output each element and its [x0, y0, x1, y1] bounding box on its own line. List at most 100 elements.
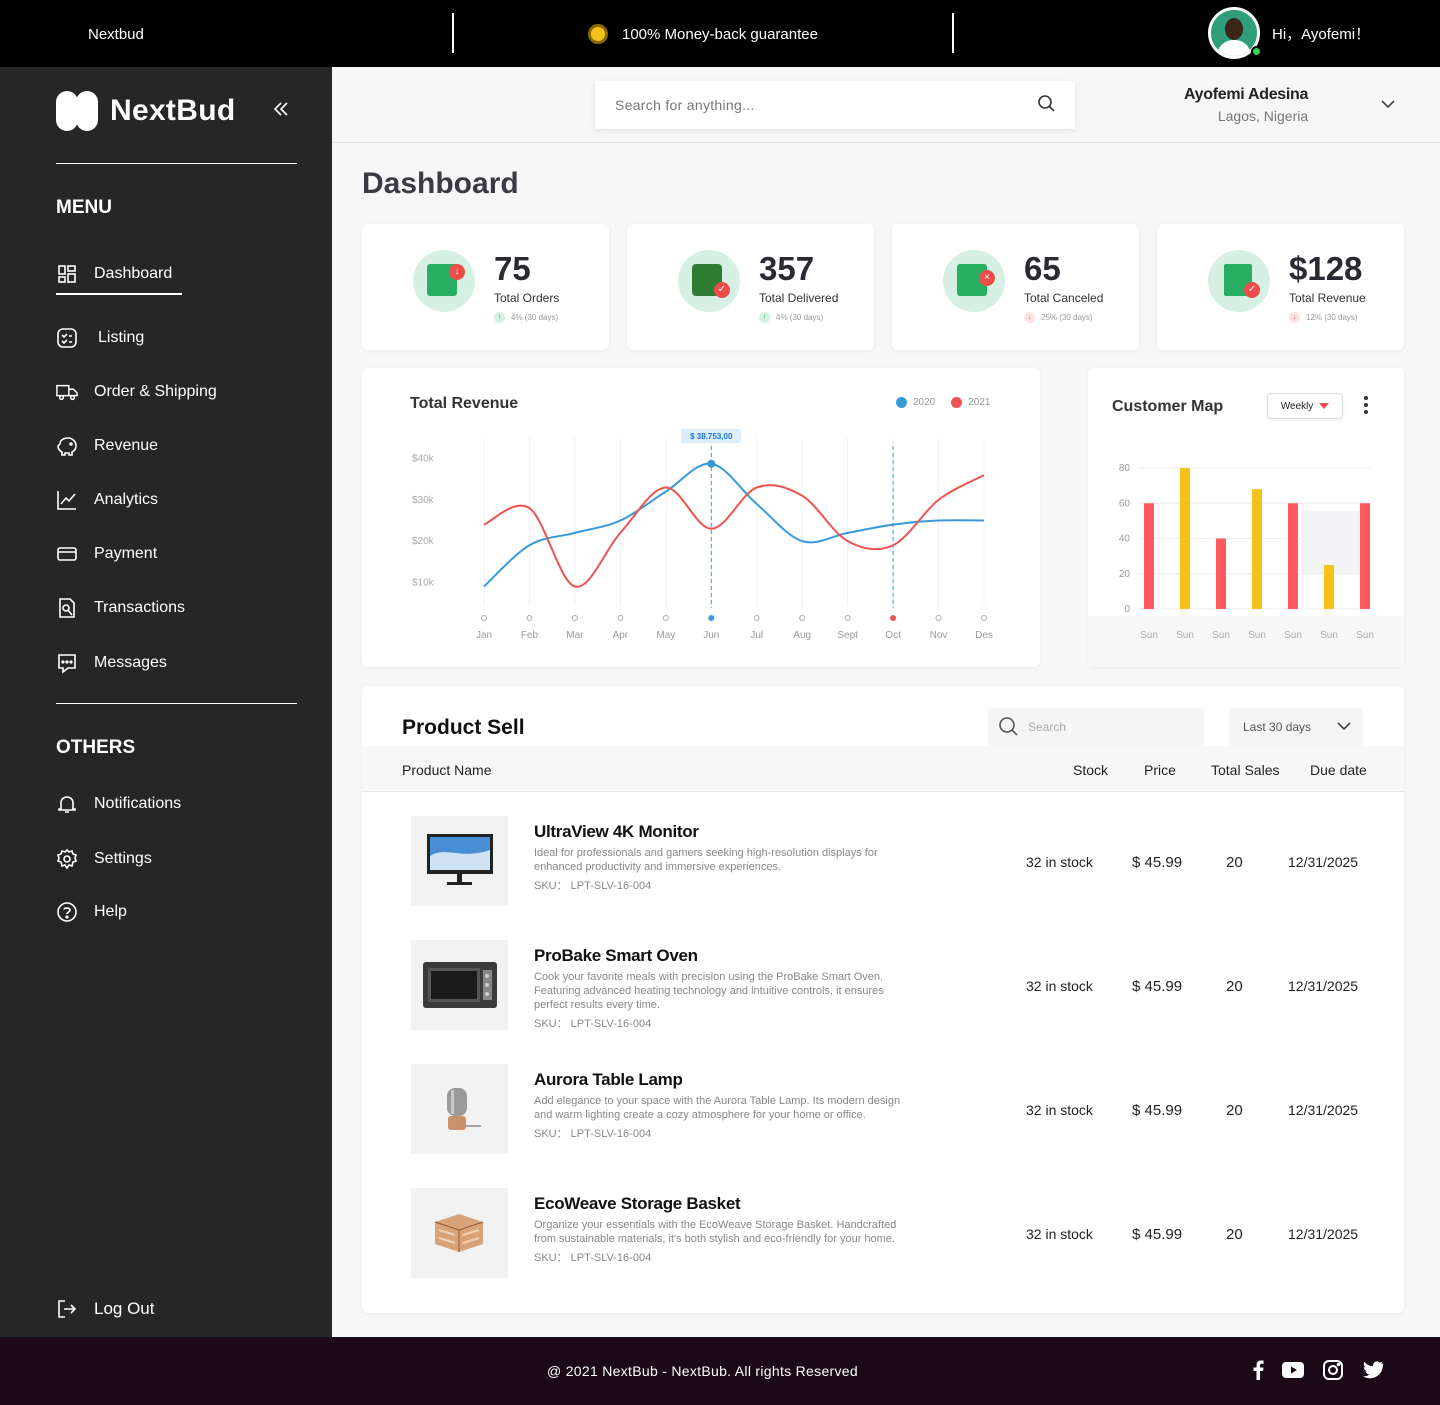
- product-sell-card: Product Sell Search Last 30 days Product…: [362, 686, 1404, 1313]
- stat-trend-text: 4% (30 days): [511, 313, 559, 322]
- sales-cell: 20: [1226, 1102, 1243, 1119]
- others-title: OTHERS: [56, 737, 136, 758]
- y-tick-label: 60: [1119, 498, 1131, 509]
- search-input[interactable]: Search for anything...: [615, 97, 755, 113]
- online-status-icon: [1251, 46, 1262, 57]
- profile-info[interactable]: Ayofemi Adesina Lagos, Nigeria: [1184, 86, 1308, 124]
- top-user[interactable]: Hi，Ayofemi！: [1208, 7, 1370, 59]
- page-title: Dashboard: [362, 167, 519, 200]
- sidebar-item-dashboard[interactable]: Dashboard: [56, 263, 183, 295]
- x-marker: [799, 615, 806, 621]
- x-tick-label: Aug: [793, 630, 811, 641]
- date-range-select[interactable]: Last 30 days: [1229, 708, 1363, 746]
- product-name[interactable]: EcoWeave Storage Basket: [534, 1194, 741, 1213]
- sidebar-item-analytics[interactable]: Analytics: [56, 489, 158, 511]
- guarantee-banner: 100% Money-back guarantee: [588, 24, 818, 44]
- chart-shade: [1301, 511, 1369, 573]
- x-tick-label: Oct: [885, 630, 901, 641]
- customer-bar-chart[interactable]: 0 20 40 60 80 Sun Sun Sun Sun Sun Sun Sun: [1088, 368, 1404, 667]
- chevron-down-icon[interactable]: [1380, 96, 1396, 114]
- logout-label: Log Out: [94, 1299, 155, 1318]
- stat-label: Total Delivered: [759, 291, 839, 305]
- sidebar-item-settings[interactable]: Settings: [56, 848, 152, 870]
- sidebar-item-help[interactable]: Help: [56, 901, 127, 923]
- x-marker: [935, 615, 942, 621]
- sidebar-item-label: Transactions: [94, 599, 185, 616]
- x-tick-label: Sun: [1176, 630, 1194, 641]
- product-description: Cook your favorite meals with precision …: [534, 971, 884, 1011]
- stat-trend-text: 25% (30 days): [1041, 313, 1093, 322]
- twitter-icon[interactable]: [1362, 1361, 1384, 1384]
- price-cell: $ 45.99: [1132, 978, 1183, 995]
- sidebar-item-order-shipping[interactable]: Order & Shipping: [56, 381, 217, 403]
- period-select[interactable]: Weekly: [1267, 393, 1343, 419]
- bar: [1360, 503, 1370, 609]
- search-icon[interactable]: [1037, 94, 1055, 117]
- sidebar-item-payment[interactable]: Payment: [56, 543, 157, 565]
- logo[interactable]: NextBud: [56, 91, 235, 131]
- column-header-price[interactable]: Price: [1144, 762, 1176, 778]
- product-sell-title: Product Sell: [402, 716, 525, 739]
- stat-card-total-delivered[interactable]: ✓ 357 Total Delivered ↑ 4% (30 days): [627, 224, 874, 350]
- trend-up-icon: ↑: [494, 312, 505, 323]
- date-range-value: Last 30 days: [1243, 720, 1312, 734]
- stat-card-total-orders[interactable]: ↓ 75 Total Orders ↑ 4% (30 days): [362, 224, 609, 350]
- y-tick-label: 80: [1119, 463, 1131, 474]
- sidebar-item-notifications[interactable]: Notifications: [56, 793, 181, 815]
- column-header-total-sales[interactable]: Total Sales: [1211, 762, 1280, 778]
- sidebar-item-transactions[interactable]: Transactions: [56, 597, 185, 619]
- table-row[interactable]: EcoWeave Storage Basket Organize your es…: [362, 1188, 1404, 1278]
- y-tick-label: $40k: [412, 454, 435, 465]
- table-row[interactable]: ProBake Smart Oven Cook your favorite me…: [362, 940, 1404, 1030]
- product-search[interactable]: Search: [988, 708, 1204, 746]
- column-header-product-name[interactable]: Product Name: [402, 762, 492, 778]
- header-divider: [332, 142, 1440, 143]
- stat-card-total-canceled[interactable]: × 65 Total Canceled ↓ 25% (30 days): [892, 224, 1139, 350]
- shopping-bag-icon: ✓: [1208, 250, 1270, 312]
- table-row[interactable]: UltraView 4K Monitor Ideal for professio…: [362, 816, 1404, 906]
- instagram-icon[interactable]: [1322, 1359, 1344, 1386]
- legend-label: 2020: [913, 397, 936, 408]
- price-cell: $ 45.99: [1132, 854, 1183, 871]
- collapse-sidebar-icon[interactable]: [272, 97, 290, 125]
- global-search[interactable]: Search for anything...: [595, 81, 1075, 129]
- column-header-stock[interactable]: Stock: [1073, 762, 1109, 778]
- more-options-icon[interactable]: [1364, 396, 1368, 414]
- facebook-icon[interactable]: [1252, 1360, 1264, 1385]
- product-name[interactable]: Aurora Table Lamp: [534, 1070, 683, 1089]
- table-row[interactable]: Aurora Table Lamp Add elegance to your s…: [362, 1064, 1404, 1154]
- product-name[interactable]: UltraView 4K Monitor: [534, 822, 699, 841]
- stat-label: Total Canceled: [1024, 291, 1104, 305]
- sidebar-item-listing[interactable]: Listing: [56, 327, 144, 349]
- stat-trend: ↓ 25% (30 days): [1024, 312, 1093, 323]
- product-name[interactable]: ProBake Smart Oven: [534, 946, 698, 965]
- bell-icon: [56, 793, 78, 815]
- x-marker: [526, 615, 533, 621]
- avatar[interactable]: [1208, 7, 1262, 59]
- revenue-line-chart[interactable]: $10k $20k $30k $40k $ 38.753,00 Jan Feb Mar Apr M…: [362, 368, 1040, 667]
- stat-trend: ↑ 4% (30 days): [759, 312, 823, 323]
- due-date-cell: 12/31/2025: [1288, 854, 1359, 870]
- legend-item-2020[interactable]: 2020: [896, 397, 935, 408]
- stat-card-total-revenue[interactable]: ✓ $128 Total Revenue ↓ 12% (30 days): [1157, 224, 1404, 350]
- stat-label: Total Revenue: [1289, 291, 1366, 305]
- logout-button[interactable]: Log Out: [56, 1298, 155, 1320]
- bar: [1252, 489, 1262, 609]
- product-sku: SKU： LPT-SLV-16-004: [534, 1128, 652, 1140]
- legend-item-2021[interactable]: 2021: [951, 397, 991, 408]
- price-cell: $ 45.99: [1132, 1226, 1183, 1243]
- column-header-due-date[interactable]: Due date: [1310, 762, 1367, 778]
- x-tick-label: Sun: [1248, 630, 1266, 641]
- data-point-highlight: [707, 459, 716, 468]
- bar: [1324, 564, 1334, 609]
- sales-cell: 20: [1226, 1226, 1243, 1243]
- sidebar-item-messages[interactable]: Messages: [56, 652, 167, 674]
- product-search-input[interactable]: Search: [1028, 720, 1067, 734]
- tooltip-value: $ 38.753,00: [690, 432, 733, 441]
- table-header: Product Name Stock Price Total Sales Due…: [362, 746, 1404, 792]
- product-sku: SKU： LPT-SLV-16-004: [534, 1252, 652, 1264]
- youtube-icon[interactable]: [1282, 1362, 1304, 1383]
- sidebar-item-revenue[interactable]: Revenue: [56, 435, 158, 457]
- x-marker: [571, 615, 578, 621]
- copyright-text: @ 2021 NextBub - NextBub. All rights Res…: [547, 1363, 858, 1379]
